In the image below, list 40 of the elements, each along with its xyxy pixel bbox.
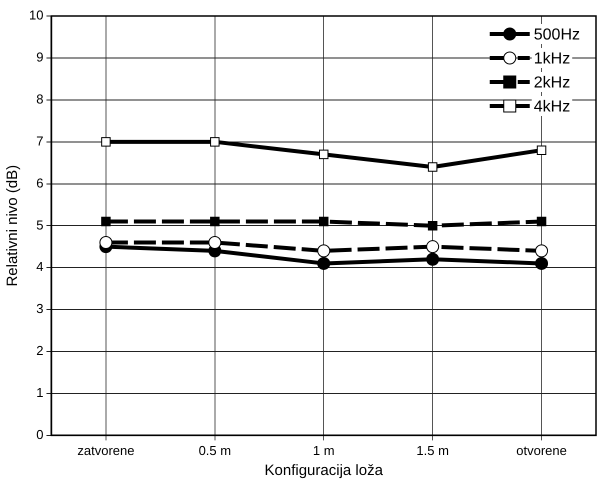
y-tick-label: 8: [36, 91, 44, 106]
point: [318, 216, 328, 226]
y-tick-label: 0: [36, 426, 44, 442]
x-tick-label: zatvorene: [77, 442, 134, 458]
point: [99, 236, 112, 249]
point: [210, 216, 220, 226]
x-axis-title: Konfiguracija loža: [264, 462, 384, 480]
x-tick-label: 1.5 m: [416, 442, 449, 458]
point: [428, 220, 438, 230]
point: [210, 137, 220, 147]
point: [536, 145, 546, 155]
point: [536, 216, 546, 226]
y-axis-title: Relativni nivo (dB): [4, 164, 22, 287]
point: [428, 162, 438, 172]
y-tick-label: 1: [36, 385, 44, 400]
legend-label: 2kHz: [534, 74, 570, 92]
x-tick-label: otvorene: [516, 442, 567, 458]
legend-label: 1kHz: [534, 50, 570, 68]
point: [535, 244, 548, 258]
point: [208, 236, 222, 249]
point: [426, 240, 440, 254]
y-tick-label: 5: [36, 217, 44, 232]
y-tick-label: 7: [36, 133, 44, 148]
point: [426, 252, 440, 266]
point: [317, 256, 330, 270]
y-tick-label: 4: [36, 259, 44, 274]
x-tick-label: 0.5 m: [198, 442, 232, 458]
point: [101, 137, 111, 147]
point: [318, 150, 328, 160]
legend-label: 500Hz: [534, 26, 580, 44]
y-tick-label: 3: [36, 301, 44, 316]
point: [101, 216, 111, 226]
y-tick-label: 6: [36, 175, 44, 190]
point: [535, 256, 548, 270]
y-tick-label: 9: [36, 50, 44, 65]
x-tick-label: 1 m: [312, 442, 335, 458]
y-tick-label: 2: [36, 343, 44, 358]
point: [317, 244, 330, 258]
legend-label: 4kHz: [534, 98, 570, 116]
y-tick-label: 10: [28, 8, 44, 23]
